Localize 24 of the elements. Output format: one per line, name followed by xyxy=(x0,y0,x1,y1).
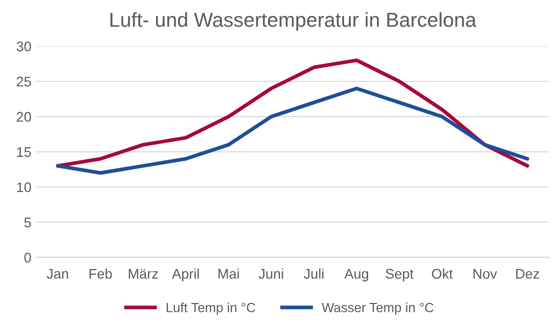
y-tick-label: 5 xyxy=(24,218,31,228)
x-tick-label: Dez xyxy=(516,269,540,279)
x-tick-label: Mai xyxy=(218,268,239,279)
y-tick-label: 20 xyxy=(16,112,31,122)
legend-label: Luft Temp in °C xyxy=(166,302,256,315)
x-tick-label: Juli xyxy=(304,268,324,279)
x-tick-label: Jan xyxy=(46,269,68,279)
x-tick-label: Juni xyxy=(258,268,284,279)
x-tick-label: April xyxy=(172,268,199,282)
chart-title: Luft- und Wassertemperatur in Barcelona xyxy=(110,12,476,31)
y-tick-label: 25 xyxy=(16,76,31,87)
x-tick-label: März xyxy=(128,269,158,279)
y-tick-label: 10 xyxy=(17,182,31,192)
legend-label: Wasser Temp in °C xyxy=(322,302,434,315)
y-tick-label: 30 xyxy=(16,42,31,52)
x-tick-label: Aug xyxy=(344,269,368,282)
x-tick-label: Nov xyxy=(474,269,498,279)
y-tick-label: 15 xyxy=(17,147,31,157)
y-tick-label: 0 xyxy=(24,252,31,263)
x-tick-label: Feb xyxy=(90,268,112,279)
x-tick-label: Sept xyxy=(386,268,414,282)
line-series xyxy=(56,86,530,175)
line-series xyxy=(56,58,530,168)
x-tick-label: Okt xyxy=(432,268,453,279)
